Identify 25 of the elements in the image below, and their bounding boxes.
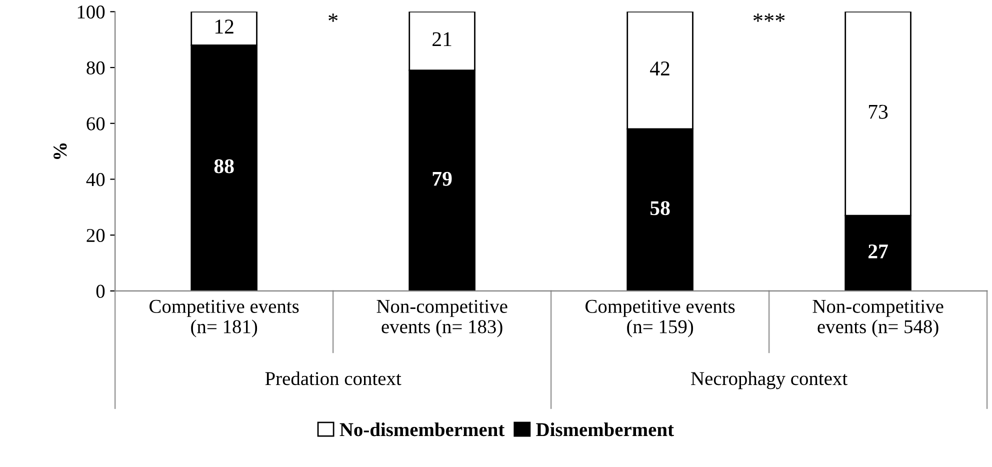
y-axis-title: % bbox=[54, 143, 67, 160]
x-tick-label: Non-competitive events (n= 548) bbox=[812, 300, 944, 338]
x-tick-label: Competitive events (n= 159) bbox=[586, 300, 735, 338]
x-tick-label: Competitive events (n= 181) bbox=[150, 300, 299, 338]
data-label: 73 bbox=[869, 104, 888, 119]
legend-label: Dismemberment bbox=[536, 422, 674, 436]
data-label: 12 bbox=[215, 20, 234, 34]
text: Necrophagy context bbox=[691, 371, 848, 390]
annotation: *** bbox=[753, 14, 785, 22]
data-label: 42 bbox=[650, 62, 670, 76]
y-tick-label: 0 bbox=[96, 284, 105, 298]
annotation: * bbox=[328, 14, 338, 22]
y-tick-label: 80 bbox=[86, 61, 105, 74]
data-label: 27 bbox=[868, 244, 888, 258]
text: Predation context bbox=[265, 371, 402, 386]
legend-label: No-dismemberment bbox=[340, 422, 505, 436]
data-label: 88 bbox=[214, 159, 234, 174]
y-tick-label: 100 bbox=[78, 5, 105, 19]
data-label: 79 bbox=[432, 172, 452, 186]
data-label: 58 bbox=[650, 201, 670, 216]
y-tick-label: 20 bbox=[86, 228, 105, 242]
x-tick-label: Non-competitive events (n= 183) bbox=[376, 300, 508, 338]
y-tick-label: 60 bbox=[86, 117, 105, 130]
y-tick-label: 40 bbox=[86, 173, 105, 186]
data-label: 21 bbox=[432, 32, 452, 46]
